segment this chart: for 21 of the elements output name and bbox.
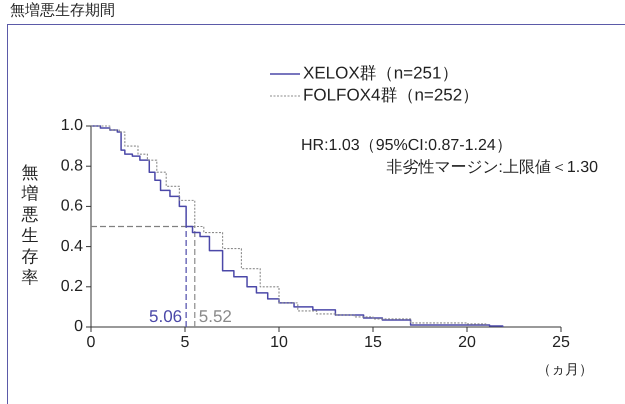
x-tick-label: 20 <box>458 334 476 351</box>
y-tick-label: 1.0 <box>60 117 84 134</box>
annotation: 非劣性マージン:上限値＜1.30 <box>386 158 598 176</box>
y-tick-label: 0.4 <box>60 238 84 255</box>
y-axis-title: 無増悪生存率 <box>20 162 38 287</box>
legend-label: XELOX群（n=251） <box>303 63 458 82</box>
chart-title: 無増悪生存期間 <box>10 2 115 19</box>
legend-label: FOLFOX4群（n=252） <box>303 85 480 104</box>
y-tick-label: 0.2 <box>60 278 84 296</box>
y-tick-label: 0.6 <box>60 198 84 215</box>
y-tick-label: 0 <box>74 318 84 336</box>
y-tick-label: 0.8 <box>60 157 84 174</box>
annotation: HR:1.03（95%CI:0.87-1.24） <box>301 137 512 154</box>
x-tick-label: 0 <box>86 334 96 351</box>
x-tick-label: 25 <box>552 334 570 351</box>
ref-line-label: 5.52 <box>198 307 232 326</box>
x-tick-label: 15 <box>364 334 382 351</box>
ref-line-label: 5.06 <box>149 307 182 326</box>
x-tick-label: 10 <box>270 334 288 351</box>
x-tick-label: 5 <box>180 334 190 351</box>
x-axis-title: （ヵ月） <box>537 361 593 377</box>
